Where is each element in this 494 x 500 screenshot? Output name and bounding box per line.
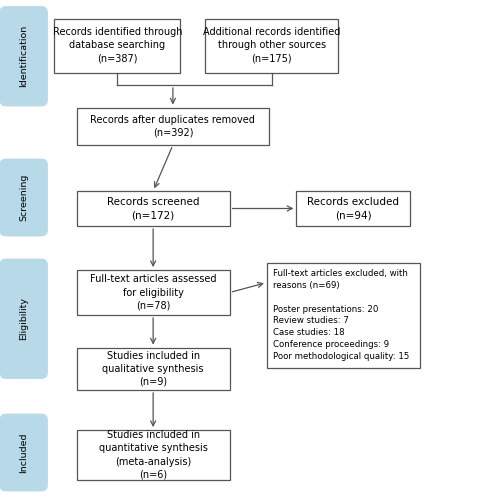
Text: Full-text articles excluded, with
reasons (n=69)

Poster presentations: 20
Revie: Full-text articles excluded, with reason… xyxy=(273,269,409,361)
FancyBboxPatch shape xyxy=(296,191,410,226)
FancyBboxPatch shape xyxy=(267,262,420,368)
FancyBboxPatch shape xyxy=(205,18,338,72)
FancyBboxPatch shape xyxy=(77,270,230,315)
FancyBboxPatch shape xyxy=(77,430,230,480)
Text: Studies included in
qualitative synthesis
(n=9): Studies included in qualitative synthesi… xyxy=(102,350,204,387)
FancyBboxPatch shape xyxy=(0,414,47,491)
FancyBboxPatch shape xyxy=(0,159,47,236)
FancyBboxPatch shape xyxy=(77,348,230,390)
FancyBboxPatch shape xyxy=(77,108,269,145)
Text: Records screened
(n=172): Records screened (n=172) xyxy=(107,197,200,220)
Text: Records identified through
database searching
(n=387): Records identified through database sear… xyxy=(52,28,182,64)
Text: Records excluded
(n=94): Records excluded (n=94) xyxy=(307,197,399,220)
Text: Studies included in
quantitative synthesis
(meta-analysis)
(n=6): Studies included in quantitative synthes… xyxy=(99,430,207,480)
FancyBboxPatch shape xyxy=(0,259,47,378)
FancyBboxPatch shape xyxy=(54,18,180,72)
FancyBboxPatch shape xyxy=(77,191,230,226)
FancyBboxPatch shape xyxy=(0,6,47,106)
Text: Screening: Screening xyxy=(19,174,28,221)
Text: Included: Included xyxy=(19,432,28,473)
Text: Additional records identified
through other sources
(n=175): Additional records identified through ot… xyxy=(203,28,340,64)
Text: Records after duplicates removed
(n=392): Records after duplicates removed (n=392) xyxy=(90,114,255,138)
Text: Identification: Identification xyxy=(19,25,28,88)
Text: Eligibility: Eligibility xyxy=(19,297,28,340)
Text: Full-text articles assessed
for eligibility
(n=78): Full-text articles assessed for eligibil… xyxy=(90,274,216,310)
